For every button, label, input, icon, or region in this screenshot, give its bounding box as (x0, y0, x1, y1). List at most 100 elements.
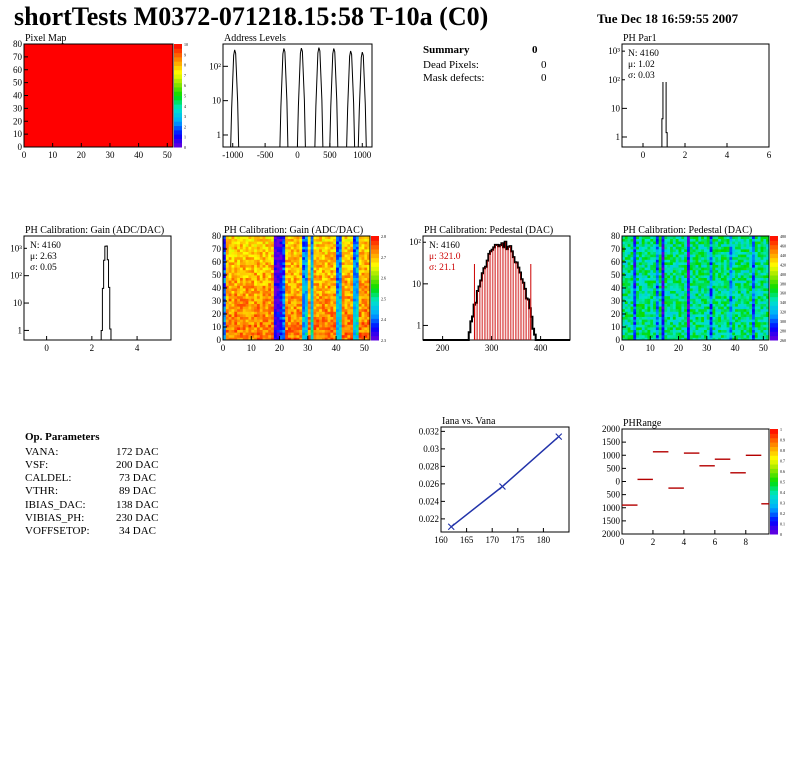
pedestal-map-colorbar-cell (770, 292, 778, 298)
gain-map-cell (279, 272, 283, 276)
pedestal-map-cell (664, 264, 668, 268)
gain-map-cell (231, 259, 235, 263)
pedestal-map-cell (701, 316, 705, 320)
gain-map-cell (282, 256, 286, 260)
pedestal-map-cell (658, 254, 662, 258)
gain-map-cell (259, 236, 263, 239)
gain-map-cell (259, 327, 263, 330)
pedestal-map-cell (689, 246, 694, 250)
gain-map-cell (288, 293, 292, 297)
pedestal-map-cell (650, 256, 654, 260)
gain-map-cell (358, 311, 362, 315)
gain-map-cell (350, 295, 354, 299)
pedestal-map-x-tick-label: 10 (646, 343, 656, 353)
gain-map-cell (361, 334, 365, 338)
pedestal-map-cell (641, 301, 646, 304)
pedestal-map-cell (687, 254, 691, 258)
pedestal-hist-y-tick-label: 10² (409, 237, 421, 247)
gain-map-cell (256, 262, 261, 265)
gain-map-cell (347, 327, 351, 330)
gain-map-cell (304, 301, 309, 304)
gain-map-cell (313, 243, 317, 247)
gain-map-cell (338, 319, 343, 323)
gain-map-cell (304, 254, 309, 258)
pedestal-map-cell (692, 337, 696, 341)
pedestal-map-cell (752, 277, 756, 281)
gain-map-cell (228, 249, 232, 252)
gain-map-cell (256, 241, 261, 245)
pedestal-map-cell (743, 264, 747, 268)
pedestal-map-cell (630, 288, 634, 291)
pedestal-map-cell (723, 327, 727, 330)
pedestal-map-cell (720, 246, 725, 250)
pedestal-map-cell (729, 241, 733, 245)
gain-map-cell (361, 295, 365, 299)
gain-map-cell (265, 301, 269, 304)
gain-map-cell (259, 298, 263, 302)
gain-map-cell (321, 269, 326, 273)
gain-map-cell (245, 264, 249, 268)
pedestal-map-cell (661, 290, 665, 294)
gain-map-cell (237, 316, 241, 320)
pedestal-map-cell (641, 316, 646, 320)
pedestal-map-cell (723, 275, 727, 278)
pedestal-map-cell (672, 288, 677, 291)
pedestal-map-cell (766, 259, 770, 263)
gain-map-cell (245, 316, 249, 320)
gain-map-cell (319, 259, 323, 263)
gain-map-cell (271, 277, 275, 281)
gain-map-cell (355, 246, 360, 250)
pedestal-map-cell (752, 327, 756, 330)
gain-map-cell (319, 280, 323, 284)
pedestal-map-cell (638, 288, 643, 291)
pedestal-map-cell (766, 321, 770, 325)
pedestal-map-cell (729, 243, 733, 247)
pedestal-map-cell (735, 246, 739, 250)
pedestal-map-cell (703, 280, 708, 284)
pedestal-map-cell (715, 256, 719, 260)
pedestal-map-cell (684, 321, 688, 325)
gain-map-cell (262, 275, 266, 278)
pedestal-map-cell (720, 275, 725, 278)
gain-map-cell (234, 314, 238, 317)
pedestal-map-cell (757, 321, 761, 325)
pedestal-map-x-tick-label: 20 (674, 343, 684, 353)
pedestal-map-cell (729, 327, 733, 330)
pedestal-map-cell (735, 321, 739, 325)
pedestal-map-cell (729, 306, 733, 310)
gain-map-cell (355, 295, 360, 299)
pedestal-map-cell (664, 316, 668, 320)
gain-map-cell (338, 262, 343, 265)
gain-map-cell (353, 311, 357, 315)
gain-map-cell (307, 277, 312, 281)
gain-map-cell (307, 321, 312, 325)
pedestal-map-cell (757, 264, 761, 268)
ph-range-colorbar-cell (770, 529, 778, 535)
gain-map-cell (242, 277, 247, 281)
pedestal-map-cell (667, 308, 671, 312)
gain-map-cell (279, 246, 283, 250)
gain-map-cell (265, 311, 269, 315)
pedestal-map-cell (638, 243, 643, 247)
pedestal-map-cell (718, 311, 722, 315)
pedestal-map-cell (695, 301, 699, 304)
pedestal-map-cell (622, 238, 626, 242)
pedestal-map-cell (622, 295, 626, 299)
pedestal-map-cell (624, 290, 629, 294)
pedestal-map-cell (641, 321, 646, 325)
gain-map-cell (290, 308, 295, 312)
gain-map-cell (293, 280, 297, 284)
pedestal-map-cell (712, 262, 716, 265)
gain-map-cell (259, 321, 263, 325)
pedestal-map-cell (658, 259, 662, 263)
gain-map-cell (265, 285, 269, 289)
gain-map-cell (285, 272, 289, 276)
pedestal-map-cell (732, 316, 736, 320)
gain-map-cell (364, 267, 368, 271)
pedestal-map-cell (743, 288, 747, 291)
pedestal-map-cell (752, 272, 756, 276)
gain-map-cell (364, 243, 368, 247)
pedestal-map-cell (655, 267, 660, 271)
gain-map-cell (327, 314, 331, 317)
gain-map-cell (279, 293, 283, 297)
